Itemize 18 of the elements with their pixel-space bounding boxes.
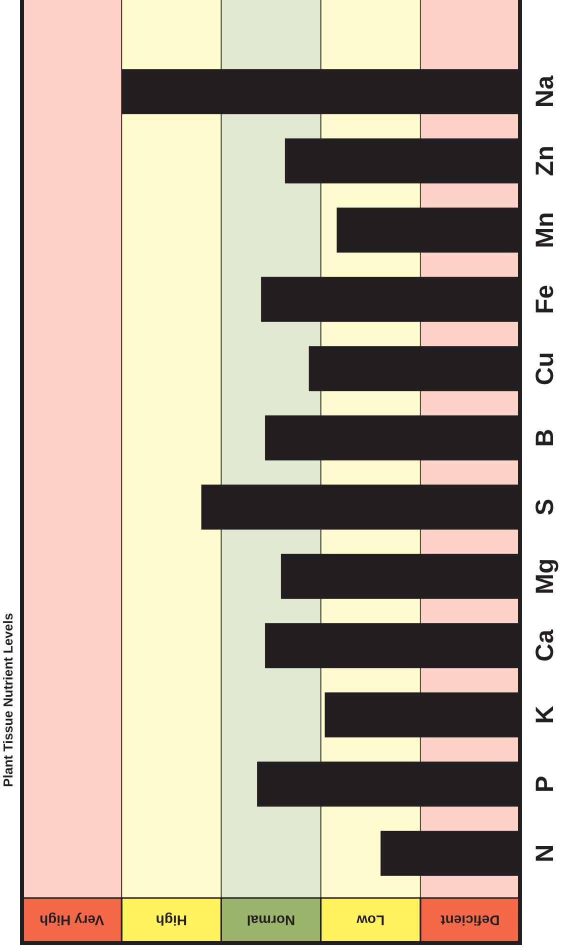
y-tick-label: Mn xyxy=(531,212,559,248)
band-label: Normal xyxy=(246,912,296,928)
band-label: Very High xyxy=(40,912,104,928)
y-tick-label: P xyxy=(531,776,559,792)
y-tick-label: Ca xyxy=(531,628,559,662)
band-label: Deficient xyxy=(440,912,500,928)
y-tick-label: N xyxy=(531,844,559,862)
y-tick-label: B xyxy=(531,428,559,447)
y-tick-label: Na xyxy=(531,74,559,108)
y-tick-label: Mg xyxy=(531,558,559,594)
y-tick-label: Cu xyxy=(531,352,559,386)
band-label: High xyxy=(156,912,187,928)
y-tick-label: S xyxy=(531,498,559,516)
band-label: Low xyxy=(356,912,385,928)
y-tick-label: K xyxy=(531,706,559,724)
text: Plant Tissue Nutrient Levels xyxy=(0,613,16,787)
y-tick-label: Fe xyxy=(531,284,559,314)
y-tick-label: Zn xyxy=(531,146,559,176)
